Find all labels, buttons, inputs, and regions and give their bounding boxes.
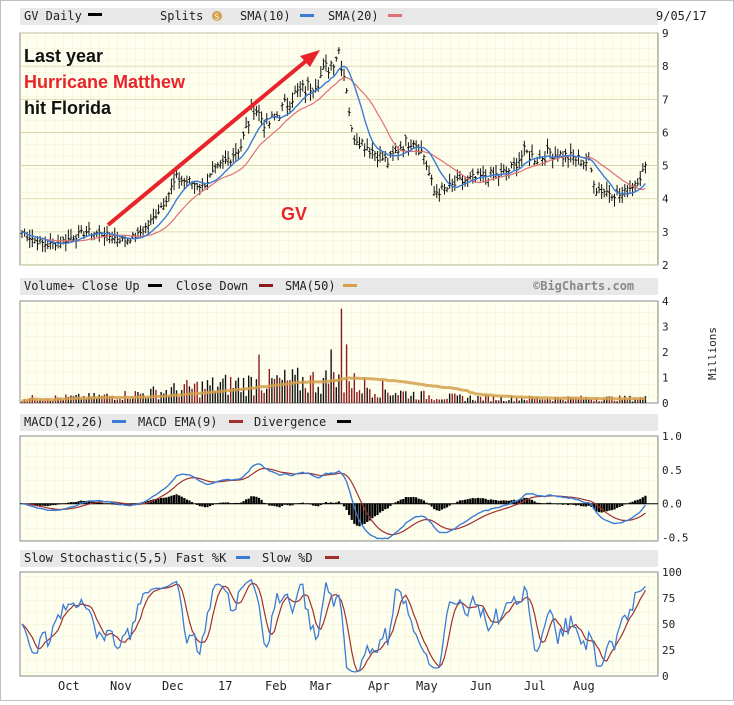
legend-splits: Splits [160,9,203,23]
stoch-y-tick-label: 75 [662,592,675,605]
price-y-tick-label: 6 [662,126,669,139]
x-month-label: Feb [265,679,287,693]
legend-sma10-swatch [300,14,314,17]
macd-divergence-histogram [20,494,658,527]
price-y-tick-label: 8 [662,60,669,73]
price-legend-swatch-ticker [88,13,102,16]
price-header-bar [20,8,658,25]
volume-y-tick-label: 1 [662,372,669,385]
volume-legend-closedown-swatch [259,284,273,287]
volume-header-bar [20,278,658,295]
volume-y-axis: 0 1 2 3 4 [662,295,669,410]
price-y-tick-label: 9 [662,27,669,40]
stoch-legend-k-swatch [236,556,250,559]
annotation-arrow-shaft [106,54,314,227]
macd-legend-ema: MACD EMA(9) [138,415,217,429]
volume-y-tick-label: 0 [662,397,669,410]
bigcharts-credit: ©BigCharts.com [533,279,634,293]
stoch-legend-d: Slow %D [262,551,313,565]
x-month-label: Apr [368,679,390,693]
price-y-tick-label: 2 [662,259,669,272]
sma20-line [21,76,646,242]
stoch-y-axis: 0 25 50 75 100 [662,566,682,683]
x-month-label: 17 [218,679,232,693]
volume-legend-sma50-swatch [343,284,357,287]
price-grid-lines [20,32,658,266]
volume-legend-closeup: Volume+ Close Up [24,279,140,293]
volume-sma50-line [21,376,646,403]
price-ticker-label: GV Daily [24,9,82,23]
legend-sma10: SMA(10) [240,9,291,23]
macd-grid [20,436,658,541]
chart-date: 9/05/17 [656,9,707,23]
stoch-legend-k: Slow Stochastic(5,5) Fast %K [24,551,227,565]
x-month-label: Nov [110,679,132,693]
legend-sma20: SMA(20) [328,9,379,23]
macd-y-axis: 1.0 0.5 0.0 -0.5 [662,430,689,545]
stoch-fast-k-line [21,578,646,673]
macd-legend-macd-swatch [112,420,126,423]
stoch-slow-d-line [21,582,646,672]
x-month-label: Jul [524,679,546,693]
volume-legend-closeup-swatch [148,284,162,287]
macd-y-tick-label: 1.0 [662,430,682,443]
price-y-axis: 2 3 4 5 6 7 8 9 [662,27,669,272]
macd-legend-divergence-swatch [337,420,351,423]
stoch-y-tick-label: 0 [662,670,669,683]
stoch-y-tick-label: 100 [662,566,682,579]
x-month-label: Aug [573,679,595,693]
stoch-grid [20,572,658,676]
x-month-label: May [416,679,438,693]
sma10-line [21,65,646,245]
macd-line [21,463,646,540]
split-icon-text: S [215,13,220,22]
macd-legend-divergence: Divergence [254,415,326,429]
annotation-line3: hit Florida [24,98,112,118]
volume-unit-label: Millions [706,327,719,380]
volume-legend-closedown: Close Down [176,279,248,293]
stoch-y-tick-label: 25 [662,644,675,657]
x-axis-months: Oct Nov Dec 17 Feb Mar Apr May Jun Jul Aug [58,679,595,693]
volume-legend-sma50: SMA(50) [285,279,336,293]
macd-legend-macd: MACD(12,26) [24,415,103,429]
price-y-tick-label: 5 [662,160,669,173]
annotation-line1: Last year [24,46,103,66]
macd-y-tick-label: 0.0 [662,498,682,511]
volume-y-tick-label: 4 [662,295,669,308]
macd-legend-ema-swatch [229,420,243,423]
macd-y-tick-label: -0.5 [662,532,689,545]
annotation-line2: Hurricane Matthew [24,72,186,92]
price-y-tick-label: 4 [662,193,669,206]
legend-sma20-swatch [388,14,402,17]
price-grid [20,33,658,265]
macd-y-tick-label: 0.5 [662,464,682,477]
stoch-legend-d-swatch [325,556,339,559]
price-y-tick-label: 7 [662,93,669,106]
price-y-tick-label: 3 [662,226,669,239]
x-month-label: Mar [310,679,332,693]
x-month-label: Dec [162,679,184,693]
volume-y-tick-label: 3 [662,321,669,334]
chart-watermark-ticker: GV [281,204,307,224]
annotation-arrow-head [300,50,320,67]
volume-y-tick-label: 2 [662,346,669,359]
x-month-label: Jun [470,679,492,693]
x-month-label: Oct [58,679,80,693]
stoch-y-tick-label: 50 [662,618,675,631]
split-icon [212,11,222,21]
